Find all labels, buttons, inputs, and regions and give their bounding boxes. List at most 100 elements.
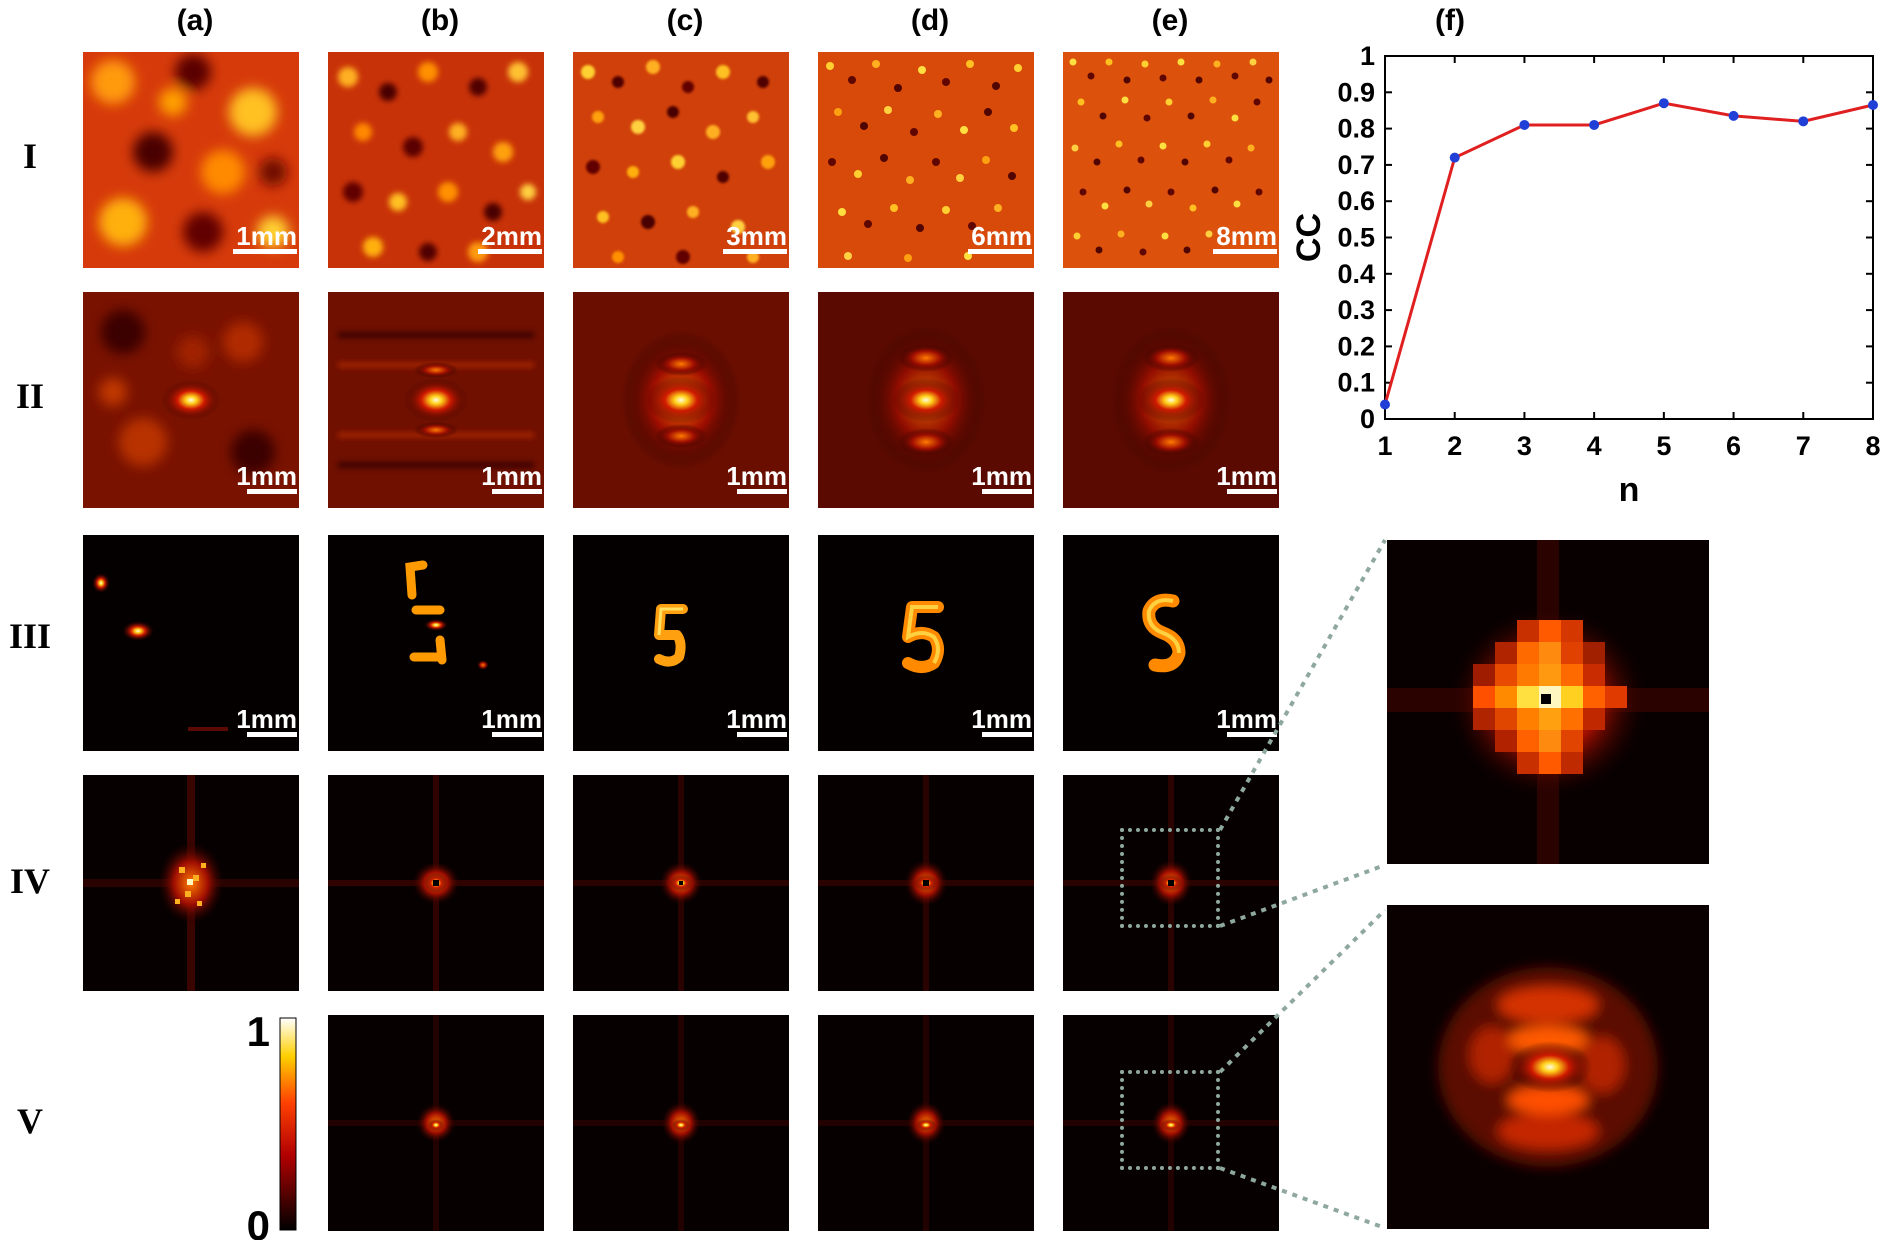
psf-panel-a: 1mm [83,292,299,508]
psf-panel-d: 1mm [818,292,1034,508]
connector-line [1218,539,1387,831]
scale-bar: 1mm [971,706,1032,737]
row-label-2: II [15,376,45,416]
column-label-c: (c) [666,4,704,37]
data-point [1658,98,1669,109]
spectrum-image [328,775,544,991]
y-tick-label: 0.4 [1337,259,1375,289]
scale-bar: 1mm [971,463,1032,494]
colorbar: 1 0 [247,1010,297,1240]
spectrum-panel-c [573,775,789,991]
reconstruction-image [818,535,1034,751]
spectrum-panel-a [83,775,299,991]
zoom-region-box-v [1120,1070,1220,1170]
y-tick-label: 0.8 [1337,114,1375,144]
series-line [1383,101,1874,405]
spectrum-image [328,1015,544,1231]
spectrum-image [573,1015,789,1231]
spectrum-image [1063,775,1279,991]
reconstruction-panel-b: 1mm [328,535,544,751]
reconstruction-image [83,535,299,751]
speckle-panel-d: 6mm [818,52,1034,268]
psf-panel-e: 1mm [1063,292,1279,508]
zoom-region-box-iv [1120,828,1220,928]
speckle-image [83,52,299,268]
column-label-e: (e) [1151,4,1189,37]
scale-bar: 1mm [236,706,297,737]
spectrum-v-panel-e [1063,1015,1279,1231]
speckle-panel-e: 8mm [1063,52,1279,268]
row-label-3: III [8,616,52,656]
plot-frame [1384,55,1874,420]
psf-image [1063,292,1279,508]
spectrum-v-panel-b [328,1015,544,1231]
column-label-a: (a) [176,4,214,37]
colorbar-max-label: 1 [247,1010,270,1055]
x-axis-ticks: 1 2 3 4 5 6 7 8 [1377,56,1881,461]
spectrum-v-panel-d [818,1015,1034,1231]
scale-bar: 6mm [968,223,1032,254]
x-tick-label: 2 [1447,431,1462,461]
data-point [1868,100,1878,111]
spectrum-image [83,775,299,991]
reconstruction-image [1063,535,1279,751]
psf-panel-b: 1mm [328,292,544,508]
speckle-panel-c: 3mm [573,52,789,268]
scale-bar: 8mm [1213,223,1277,254]
cc-line-chart: 0 0.1 0.2 0.3 0.4 0.5 0.6 0.7 0.8 0.9 1 1 2 3 4 5 6 7 8 C… [1290,41,1881,509]
spectrum-image [573,775,789,991]
scale-bar: 1mm [481,463,542,494]
scale-bar: 1mm [481,706,542,737]
speckle-image [1063,52,1279,268]
reconstruction-panel-d: 1mm [818,535,1034,751]
data-point [1380,399,1390,410]
y-tick-label: 0.3 [1337,295,1375,325]
column-label-d: (d) [910,4,950,37]
scale-bar: 1mm [726,463,787,494]
y-tick-label: 0.2 [1337,331,1375,361]
psf-panel-c: 1mm [573,292,789,508]
zoom-panel-v [1387,905,1709,1229]
zoom-spectrum-smooth [1387,905,1709,1229]
spectrum-panel-d [818,775,1034,991]
data-point [1519,119,1530,130]
psf-image [328,292,544,508]
psf-image [818,292,1034,508]
speckle-image [573,52,789,268]
x-tick-label: 7 [1796,431,1811,461]
connector-line [1218,908,1387,1074]
scale-bar: 1mm [1216,463,1277,494]
x-tick-label: 5 [1656,431,1671,461]
data-point [1728,110,1739,121]
y-tick-label: 0.9 [1337,77,1375,107]
spectrum-panel-e [1063,775,1279,991]
x-tick-label: 6 [1726,431,1741,461]
scale-bar: 2mm [478,223,542,254]
y-tick-label: 0.1 [1337,368,1375,398]
y-axis-ticks: 0 0.1 0.2 0.3 0.4 0.5 0.6 0.7 0.8 0.9 1 [1337,41,1873,434]
scale-bar: 1mm [236,463,297,494]
scale-bar: 3mm [723,223,787,254]
y-tick-label: 1 [1360,41,1375,71]
zoom-spectrum-pixelated [1387,540,1709,864]
series-layer [1380,98,1878,410]
row-label-5: V [17,1101,43,1141]
data-point [1589,119,1600,130]
reconstruction-image [573,535,789,751]
y-tick-label: 0 [1360,404,1375,434]
column-label-f: (f) [1435,4,1465,37]
y-tick-label: 0.7 [1337,150,1375,180]
x-tick-label: 3 [1517,431,1532,461]
data-point [1449,152,1460,163]
spectrum-v-panel-c [573,1015,789,1231]
reconstruction-image [328,535,544,751]
y-axis-label: CC [1290,213,1328,262]
spectrum-image [818,1015,1034,1231]
y-tick-label: 0.5 [1337,223,1375,253]
y-tick-label: 0.6 [1337,186,1375,216]
row-label-1: I [22,136,37,176]
connector-line [1219,1166,1386,1230]
speckle-panel-b: 2mm [328,52,544,268]
zoom-panel-iv [1387,540,1709,864]
connector-line [1219,863,1386,928]
